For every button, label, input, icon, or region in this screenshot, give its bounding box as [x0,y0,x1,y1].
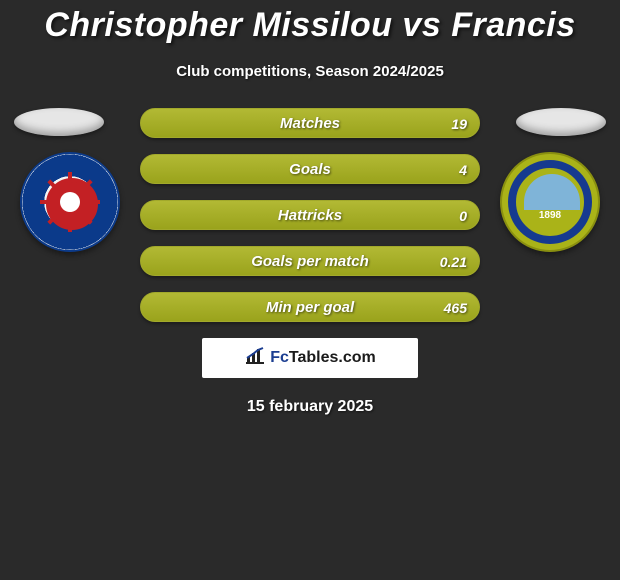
stat-bar: Goals per match 0.21 [140,246,480,276]
stat-bar: Min per goal 465 [140,292,480,322]
stat-right-value: 19 [451,109,467,139]
stat-label: Min per goal [141,293,479,323]
stat-right-value: 4 [459,155,467,185]
stat-label: Goals [141,155,479,185]
stat-label: Matches [141,109,479,139]
right-club-badge: 1898 [500,152,600,252]
comparison-panel: 1898 Matches 19 Goals 4 Hattricks 0 Goal… [0,108,620,322]
brand-text: FcTables.com [270,349,376,367]
stat-bar: Hattricks 0 [140,200,480,230]
left-club-badge [20,152,120,252]
stat-label: Goals per match [141,247,479,277]
left-player-ellipse [14,108,104,136]
page-title: Christopher Missilou vs Francis [0,0,620,45]
stat-bar: Goals 4 [140,154,480,184]
chart-icon [244,347,266,370]
braintree-year: 1898 [502,210,598,221]
stat-bars: Matches 19 Goals 4 Hattricks 0 Goals per… [140,108,480,322]
subtitle: Club competitions, Season 2024/2025 [0,63,620,80]
match-date: 15 february 2025 [0,398,620,416]
braintree-badge: 1898 [500,152,600,252]
stat-bar: Matches 19 [140,108,480,138]
right-player-ellipse [516,108,606,136]
stat-right-value: 0.21 [440,247,467,277]
stat-right-value: 0 [459,201,467,231]
stat-right-value: 465 [444,293,467,323]
stat-label: Hattricks [141,201,479,231]
brand-box[interactable]: FcTables.com [202,338,418,378]
hartlepool-badge [20,152,120,252]
